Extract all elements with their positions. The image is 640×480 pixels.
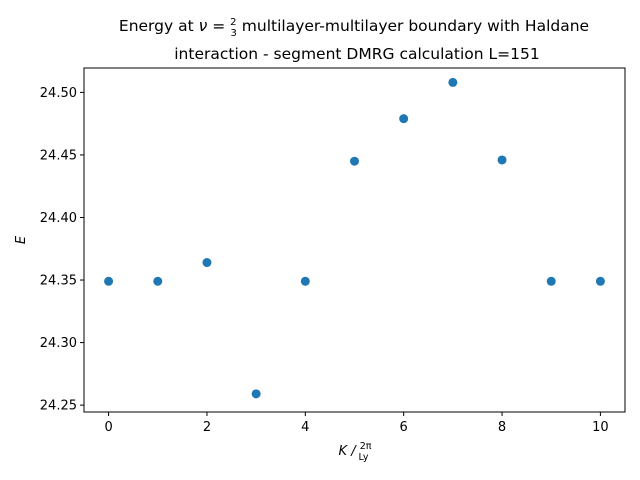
y-axis-ticks: 24.25 24.30 24.35 24.40 24.45 24.50 [40, 86, 84, 414]
data-point [595, 276, 605, 286]
y-axis-label: E [14, 235, 29, 244]
x-tick-label: 0 [104, 420, 112, 435]
y-tick-label: 24.30 [40, 336, 77, 351]
x-axis-label: K / 2π Ly [339, 441, 372, 463]
x-tick-label: 10 [592, 420, 609, 435]
title-frac-den: 3 [231, 28, 237, 39]
data-point [300, 276, 310, 286]
data-point [497, 155, 507, 165]
plot-frame [83, 67, 626, 413]
title-suffix: multilayer-multilayer boundary with Hald… [237, 17, 589, 35]
data-point [350, 156, 359, 166]
title-eq: = [207, 17, 230, 35]
y-tick-label: 24.40 [40, 211, 77, 226]
x-tick-label: 6 [400, 420, 408, 435]
x-tick-label: 4 [301, 420, 309, 435]
chart-title-line2: interaction - segment DMRG calculation L… [174, 45, 540, 63]
data-point [251, 389, 261, 399]
title-frac-num: 2 [230, 17, 236, 28]
x-label-frac-den: Ly [358, 452, 368, 463]
data-point [153, 276, 163, 286]
data-point [448, 77, 458, 87]
x-label-main: K / [339, 444, 360, 459]
title-symbol: ν [199, 17, 208, 35]
y-tick-label: 24.45 [40, 148, 77, 163]
x-axis-ticks: 0 2 4 6 8 10 [104, 412, 609, 435]
title-prefix: Energy at [119, 17, 199, 35]
y-tick-label: 24.35 [40, 274, 77, 289]
x-label-frac-num: 2π [360, 441, 372, 452]
x-tick-label: 2 [203, 420, 211, 435]
data-point [546, 276, 556, 286]
data-point [104, 276, 114, 286]
data-point [399, 114, 409, 124]
x-tick-label: 8 [498, 420, 506, 435]
data-point [202, 258, 212, 268]
y-tick-label: 24.50 [40, 86, 77, 101]
y-tick-label: 24.25 [40, 399, 77, 414]
data-points [104, 77, 605, 399]
